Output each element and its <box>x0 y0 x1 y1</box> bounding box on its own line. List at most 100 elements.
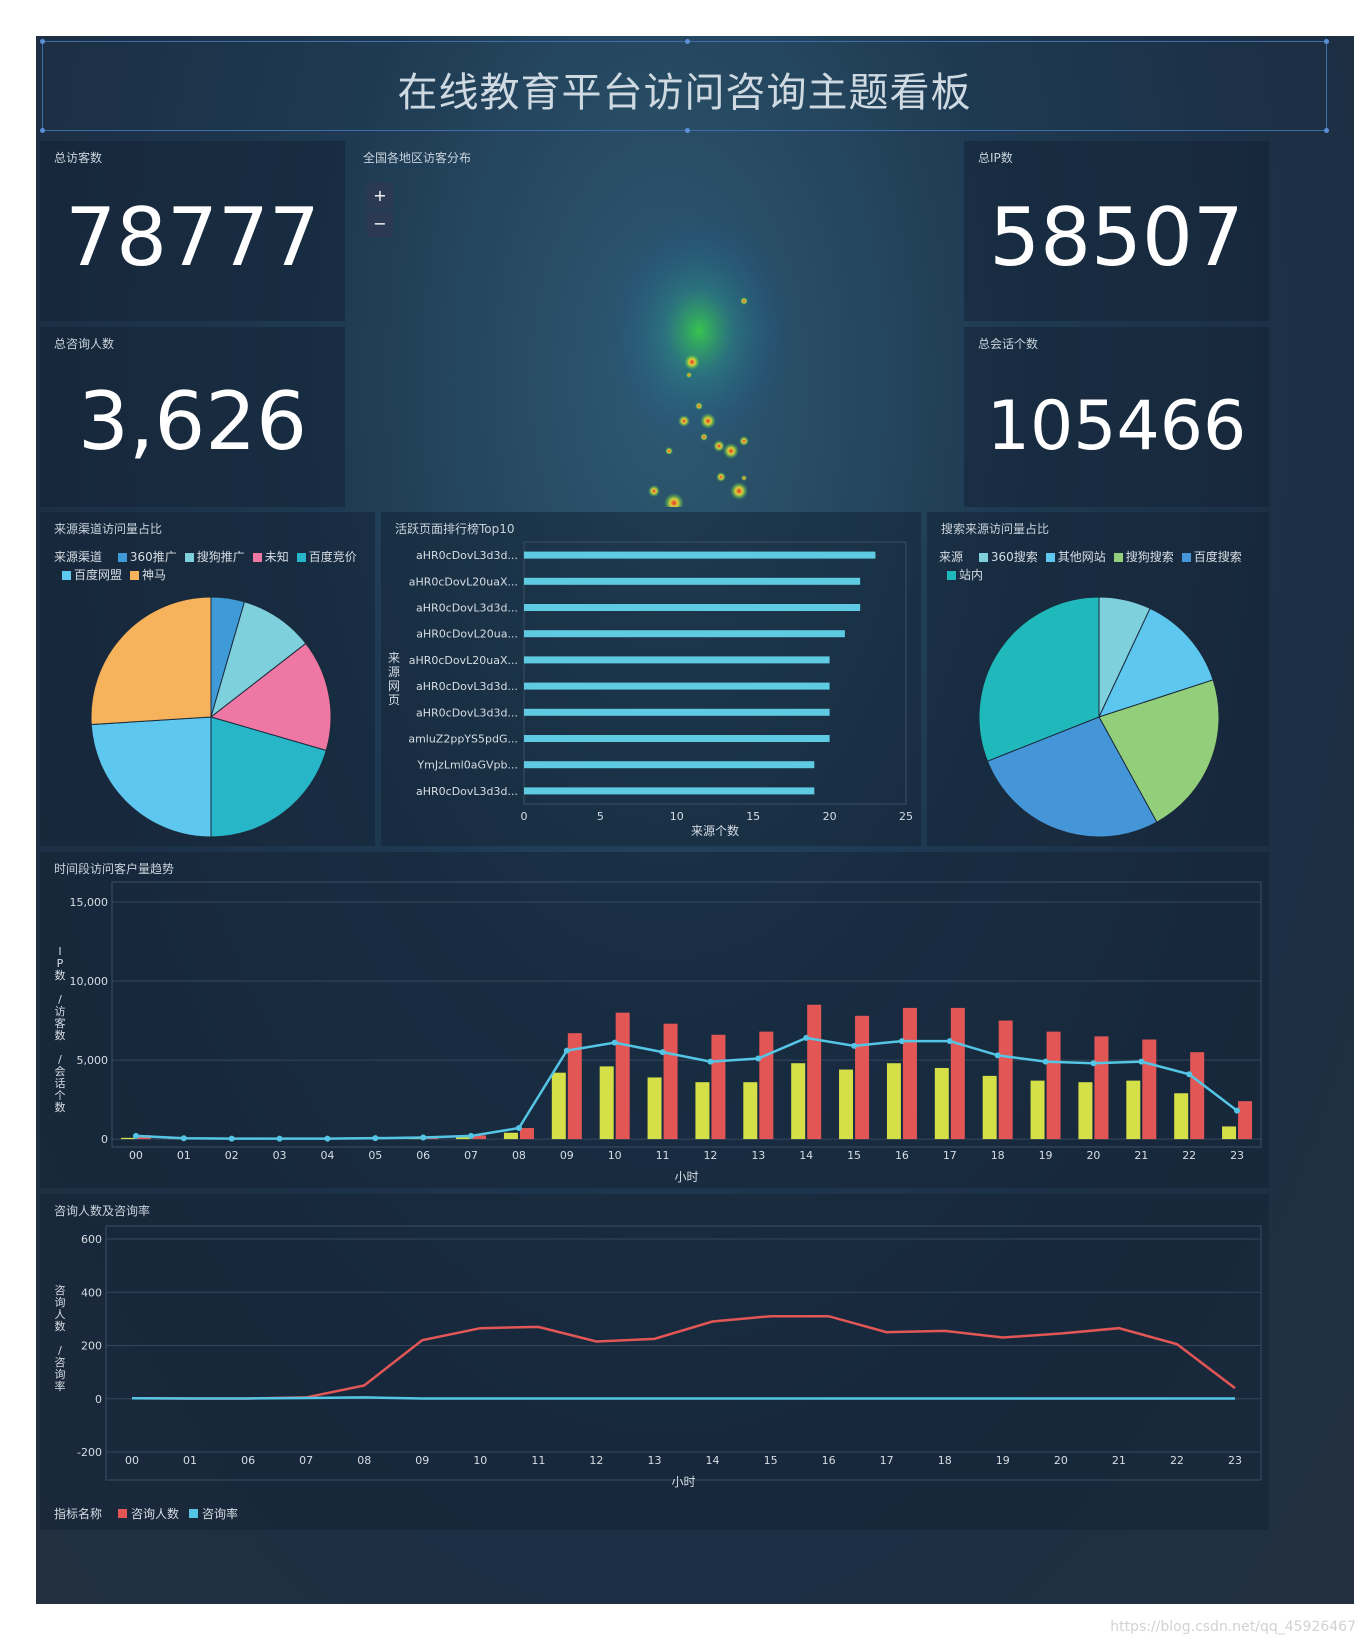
legend-item[interactable]: 未知 <box>245 550 289 564</box>
line-point[interactable] <box>468 1132 475 1139</box>
bar-6[interactable] <box>524 708 830 716</box>
bar-session-15[interactable] <box>855 1015 870 1140</box>
heat-point[interactable] <box>700 413 716 429</box>
bar-session-14[interactable] <box>807 1004 822 1140</box>
line-point[interactable] <box>1090 1060 1097 1067</box>
line-point[interactable] <box>132 1132 139 1139</box>
bar-0[interactable] <box>524 551 876 559</box>
bar-ip-23[interactable] <box>1222 1126 1237 1140</box>
line-point[interactable] <box>994 1052 1001 1059</box>
top-pages-bar-chart[interactable]: aHR0cDovL3d3d... aHR0cDovL20uaX... aHR0cDo… <box>381 512 921 846</box>
line-point[interactable] <box>707 1058 714 1065</box>
line-point[interactable] <box>372 1135 379 1142</box>
bar-3[interactable] <box>524 630 845 638</box>
legend-swatch[interactable] <box>118 1509 127 1518</box>
bar-ip-00[interactable] <box>120 1137 135 1140</box>
legend-item[interactable]: 站内 <box>939 568 983 582</box>
heat-point[interactable] <box>739 436 749 446</box>
heat-point[interactable] <box>678 415 690 427</box>
legend-item[interactable]: 搜狗搜索 <box>1106 550 1174 564</box>
bar-session-16[interactable] <box>902 1007 917 1140</box>
legend-item[interactable]: 神马 <box>122 568 166 582</box>
search-source-pie[interactable] <box>927 512 1269 846</box>
bar-ip-10[interactable] <box>599 1066 614 1140</box>
pie-slice-4[interactable] <box>978 596 1100 762</box>
legend-item[interactable]: 360推广 <box>110 550 177 564</box>
pie-slice-4[interactable] <box>90 716 212 838</box>
heat-point[interactable] <box>686 372 692 378</box>
bar-ip-22[interactable] <box>1174 1093 1189 1140</box>
bar-ip-16[interactable] <box>886 1063 901 1140</box>
heat-point[interactable] <box>740 297 748 305</box>
bar-ip-18[interactable] <box>982 1075 997 1140</box>
bar-session-23[interactable] <box>1238 1101 1253 1140</box>
heat-point[interactable] <box>741 475 747 481</box>
line-point[interactable] <box>946 1038 953 1045</box>
legend-item[interactable]: 百度网盟 <box>54 568 122 582</box>
source-channel-pie[interactable] <box>40 512 375 846</box>
pie-slice-1[interactable] <box>210 601 307 719</box>
heat-point[interactable] <box>716 472 726 482</box>
heat-point[interactable] <box>695 402 703 410</box>
line-point[interactable] <box>563 1047 570 1054</box>
heat-point[interactable] <box>648 485 660 497</box>
bar-session-21[interactable] <box>1142 1039 1157 1140</box>
line-point[interactable] <box>180 1135 187 1142</box>
pie-slice-2[interactable] <box>209 642 332 752</box>
bar-session-22[interactable] <box>1190 1052 1205 1140</box>
bar-session-13[interactable] <box>759 1031 774 1140</box>
line-point[interactable] <box>755 1055 762 1062</box>
bar-ip-07[interactable] <box>456 1137 471 1140</box>
heat-point[interactable] <box>723 443 739 459</box>
bar-7[interactable] <box>524 735 830 742</box>
line-point[interactable] <box>276 1135 283 1142</box>
heat-point[interactable] <box>664 493 684 507</box>
bar-ip-14[interactable] <box>791 1063 806 1140</box>
line-point[interactable] <box>1042 1058 1049 1065</box>
bar-ip-19[interactable] <box>1030 1080 1045 1140</box>
bar-ip-11[interactable] <box>647 1077 662 1140</box>
bar-8[interactable] <box>524 761 815 769</box>
bar-9[interactable] <box>524 787 815 795</box>
heat-point[interactable] <box>684 354 700 370</box>
heat-point[interactable] <box>713 440 725 452</box>
bar-2[interactable] <box>524 604 861 611</box>
line-0[interactable] <box>131 1314 1236 1400</box>
line-point[interactable] <box>515 1125 522 1132</box>
line-visitors[interactable] <box>135 1036 1238 1140</box>
bar-session-11[interactable] <box>663 1023 678 1140</box>
line-point[interactable] <box>611 1039 618 1046</box>
line-point[interactable] <box>898 1038 905 1045</box>
legend-item[interactable]: 百度竞价 <box>289 550 357 564</box>
line-point[interactable] <box>659 1049 666 1056</box>
visitor-heatmap[interactable] <box>349 141 960 507</box>
legend-item[interactable]: 搜狗推广 <box>177 550 245 564</box>
heat-point[interactable] <box>665 447 673 455</box>
legend-swatch[interactable] <box>189 1509 198 1518</box>
bar-session-18[interactable] <box>998 1020 1013 1140</box>
bar-1[interactable] <box>524 577 861 585</box>
bar-session-20[interactable] <box>1094 1036 1109 1140</box>
zoom-in-button[interactable]: + <box>367 183 393 209</box>
bar-session-17[interactable] <box>950 1007 965 1140</box>
bar-ip-09[interactable] <box>551 1072 566 1140</box>
search-source-legend[interactable]: 来源 360搜索 其他网站 搜狗搜索 百度搜索站内 <box>939 548 1259 584</box>
legend-item[interactable]: 360搜索 <box>971 550 1038 564</box>
heat-point[interactable] <box>700 433 708 441</box>
bar-ip-21[interactable] <box>1126 1080 1141 1140</box>
pie-slice-3[interactable] <box>986 716 1158 838</box>
legend-item[interactable]: 百度搜索 <box>1174 550 1242 564</box>
line-1[interactable] <box>131 1396 1235 1400</box>
line-point[interactable] <box>803 1034 810 1041</box>
bar-session-10[interactable] <box>615 1012 630 1140</box>
consult-line-chart[interactable]: 600 400 200 0 -200 00 01 06 07 08 09 10 11 12 13 14 15 16… <box>40 1194 1269 1530</box>
line-point[interactable] <box>228 1135 235 1142</box>
bar-ip-17[interactable] <box>934 1067 949 1140</box>
heat-point[interactable] <box>730 482 748 500</box>
line-point[interactable] <box>1138 1058 1145 1065</box>
line-point[interactable] <box>420 1134 427 1141</box>
bar-session-07[interactable] <box>472 1135 487 1140</box>
pie-slice-2[interactable] <box>1098 679 1220 823</box>
bar-4[interactable] <box>524 656 830 664</box>
